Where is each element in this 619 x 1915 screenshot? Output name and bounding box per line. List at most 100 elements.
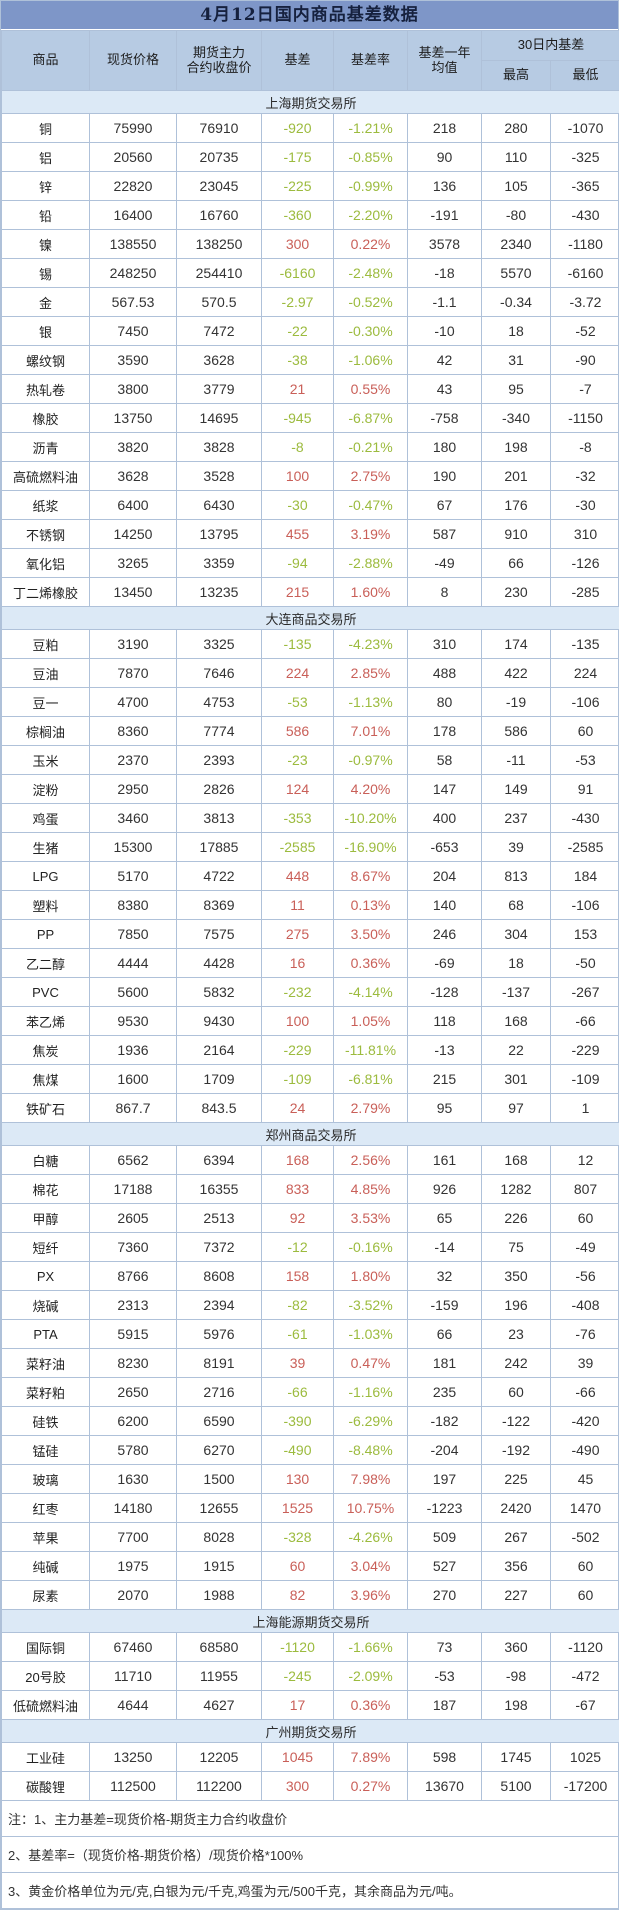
commodity-name: 铅 (1, 200, 90, 230)
basis-rate: 7.89% (333, 1742, 408, 1772)
commodity-name: 生猪 (1, 832, 90, 862)
futures-close: 843.5 (176, 1093, 262, 1123)
futures-close: 4627 (176, 1690, 262, 1720)
basis-value: -66 (261, 1377, 334, 1407)
spot-price: 13750 (89, 403, 177, 433)
spot-price: 5600 (89, 977, 177, 1007)
basis-value: -232 (261, 977, 334, 1007)
commodity-row: 豆一 4700 4753 -53 -1.13% 80 -19 -106 (1, 687, 619, 717)
basis-rate: 3.19% (333, 519, 408, 549)
futures-close: 112200 (176, 1771, 262, 1801)
basis-30d-high: 60 (481, 1377, 551, 1407)
futures-close: 13795 (176, 519, 262, 549)
spot-price: 5915 (89, 1319, 177, 1349)
spot-price: 17188 (89, 1174, 177, 1204)
basis-year-avg: -10 (407, 316, 482, 346)
basis-year-avg: 32 (407, 1261, 482, 1291)
basis-30d-high: -80 (481, 200, 551, 230)
commodity-row: 豆粕 3190 3325 -135 -4.23% 310 174 -135 (1, 629, 619, 659)
commodity-name: 碳酸锂 (1, 1771, 90, 1801)
basis-year-avg: -653 (407, 832, 482, 862)
basis-year-avg: 161 (407, 1145, 482, 1175)
commodity-row: 鸡蛋 3460 3813 -353 -10.20% 400 237 -430 (1, 803, 619, 833)
basis-value: 100 (261, 461, 334, 491)
futures-close: 12655 (176, 1493, 262, 1523)
commodity-row: 低硫燃料油 4644 4627 17 0.36% 187 198 -67 (1, 1690, 619, 1720)
futures-close: 2826 (176, 774, 262, 804)
basis-30d-high: 18 (481, 948, 551, 978)
basis-year-avg: 140 (407, 890, 482, 920)
commodity-name: 塑料 (1, 890, 90, 920)
basis-year-avg: -49 (407, 548, 482, 578)
commodity-row: 铅 16400 16760 -360 -2.20% -191 -80 -430 (1, 200, 619, 230)
spot-price: 6200 (89, 1406, 177, 1436)
commodity-row: 金 567.53 570.5 -2.97 -0.52% -1.1 -0.34 -3.72 (1, 287, 619, 317)
basis-rate: -2.88% (333, 548, 408, 578)
basis-year-avg: 13670 (407, 1771, 482, 1801)
basis-value: -6160 (261, 258, 334, 288)
futures-close: 8191 (176, 1348, 262, 1378)
spot-price: 567.53 (89, 287, 177, 317)
basis-30d-high: 2340 (481, 229, 551, 259)
basis-year-avg: 73 (407, 1632, 482, 1662)
basis-30d-low: 45 (550, 1464, 619, 1494)
futures-close: 6270 (176, 1435, 262, 1465)
basis-rate: -0.16% (333, 1232, 408, 1262)
commodity-row: 塑料 8380 8369 11 0.13% 140 68 -106 (1, 890, 619, 920)
spot-price: 867.7 (89, 1093, 177, 1123)
basis-year-avg: 178 (407, 716, 482, 746)
futures-close: 6590 (176, 1406, 262, 1436)
col-header-year-avg: 基差一年 均值 (407, 30, 482, 91)
futures-close: 2394 (176, 1290, 262, 1320)
commodity-name: 热轧卷 (1, 374, 90, 404)
basis-30d-high: 242 (481, 1348, 551, 1378)
basis-rate: -6.81% (333, 1064, 408, 1094)
basis-30d-low: -66 (550, 1006, 619, 1036)
commodity-row: 不锈钢 14250 13795 455 3.19% 587 910 310 (1, 519, 619, 549)
futures-close: 6430 (176, 490, 262, 520)
basis-30d-low: -67 (550, 1690, 619, 1720)
basis-30d-low: -8 (550, 432, 619, 462)
commodity-name: 豆粕 (1, 629, 90, 659)
basis-value: -175 (261, 142, 334, 172)
commodity-name: 铝 (1, 142, 90, 172)
futures-close: 8028 (176, 1522, 262, 1552)
futures-close: 570.5 (176, 287, 262, 317)
basis-30d-low: -3.72 (550, 287, 619, 317)
basis-value: -360 (261, 200, 334, 230)
basis-30d-low: -408 (550, 1290, 619, 1320)
basis-year-avg: 118 (407, 1006, 482, 1036)
basis-30d-high: 360 (481, 1632, 551, 1662)
commodity-name: 国际铜 (1, 1632, 90, 1662)
basis-rate: -8.48% (333, 1435, 408, 1465)
basis-30d-high: 910 (481, 519, 551, 549)
basis-year-avg: -69 (407, 948, 482, 978)
basis-value: -353 (261, 803, 334, 833)
spot-price: 14250 (89, 519, 177, 549)
basis-rate: -1.21% (333, 113, 408, 143)
commodity-name: 锰硅 (1, 1435, 90, 1465)
basis-30d-high: 201 (481, 461, 551, 491)
basis-30d-low: -490 (550, 1435, 619, 1465)
futures-close: 76910 (176, 113, 262, 143)
commodity-name: 锌 (1, 171, 90, 201)
footnote-text: 2、基差率=（现货价格-期货价格）/现货价格*100% (1, 1836, 619, 1873)
commodity-row: 铝 20560 20735 -175 -0.85% 90 110 -325 (1, 142, 619, 172)
col-header-basis-rate: 基差率 (333, 30, 408, 91)
basis-30d-low: -7 (550, 374, 619, 404)
spot-price: 3628 (89, 461, 177, 491)
basis-30d-high: 196 (481, 1290, 551, 1320)
commodity-row: 丁二烯橡胶 13450 13235 215 1.60% 8 230 -285 (1, 577, 619, 607)
futures-close: 4722 (176, 861, 262, 891)
basis-value: -920 (261, 113, 334, 143)
commodity-name: 橡胶 (1, 403, 90, 433)
basis-rate: -0.85% (333, 142, 408, 172)
spot-price: 1975 (89, 1551, 177, 1581)
commodity-row: 苯乙烯 9530 9430 100 1.05% 118 168 -66 (1, 1006, 619, 1036)
commodity-row: 棉花 17188 16355 833 4.85% 926 1282 807 (1, 1174, 619, 1204)
basis-30d-low: -502 (550, 1522, 619, 1552)
commodity-name: LPG (1, 861, 90, 891)
commodity-row: 豆油 7870 7646 224 2.85% 488 422 224 (1, 658, 619, 688)
basis-value: 24 (261, 1093, 334, 1123)
basis-30d-low: 1470 (550, 1493, 619, 1523)
